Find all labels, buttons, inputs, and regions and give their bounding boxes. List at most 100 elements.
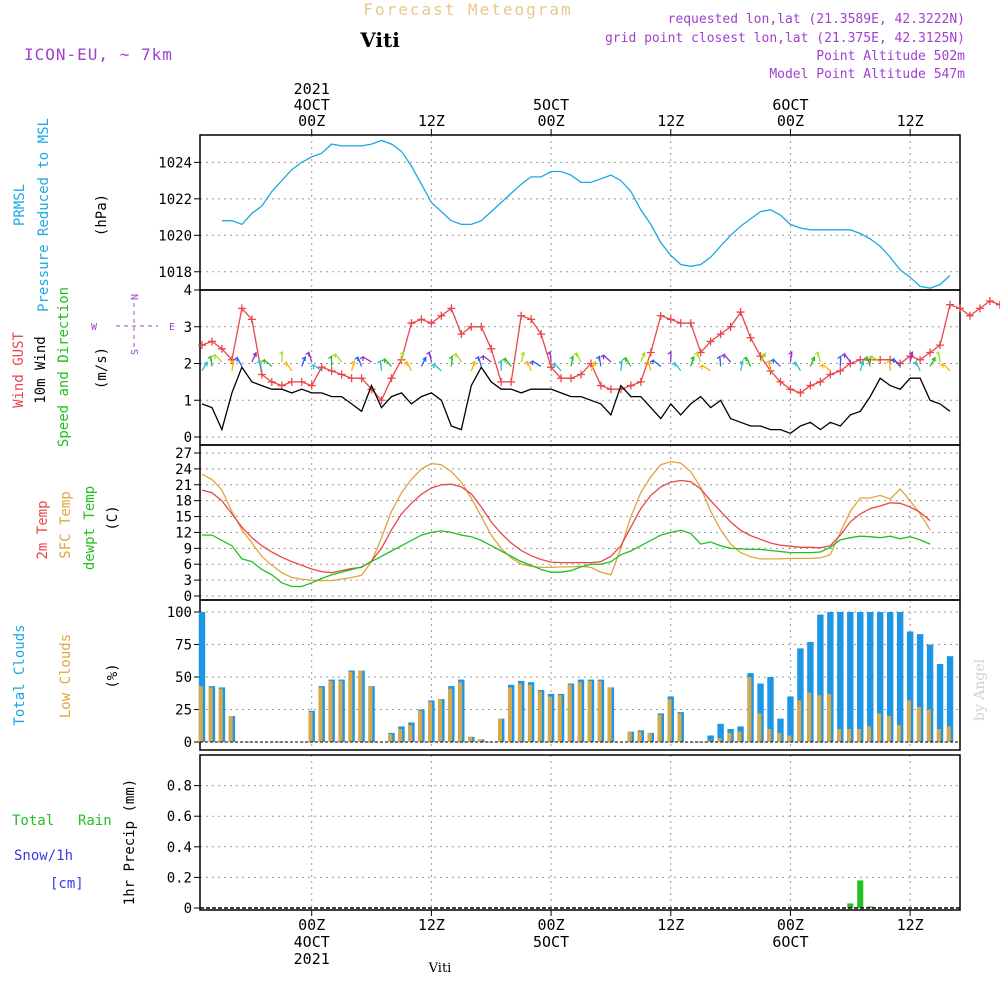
gust-marker — [606, 385, 615, 394]
ytick-label: 15 — [175, 510, 192, 526]
low-cloud-bar — [936, 729, 941, 742]
total-cloud-bar — [837, 612, 844, 742]
requested-lonlat: requested lon,lat (21.3589E, 42.3222N) — [668, 12, 965, 27]
wind-arrow — [332, 352, 343, 363]
gust-marker — [457, 330, 466, 339]
wind-arrow — [819, 363, 831, 372]
low-cloud-bar — [547, 696, 552, 742]
low-cloud-bar — [428, 701, 433, 742]
gust-marker — [985, 297, 994, 306]
pressure-label-msl: Pressure Reduced to MSL — [36, 118, 52, 312]
gust-marker — [207, 337, 216, 346]
wind-arrow — [935, 350, 941, 363]
wind-arrow — [618, 359, 623, 371]
gust-marker — [267, 377, 276, 386]
wind-arrow — [929, 356, 936, 367]
low-cloud-bar — [607, 687, 612, 742]
wind-arrow — [251, 351, 257, 363]
wind-arrow — [693, 351, 702, 363]
low-cloud-bar — [198, 686, 203, 742]
total-cloud-bar — [707, 735, 714, 742]
wind-arrow — [644, 359, 652, 372]
wind-arrow — [448, 355, 453, 367]
total-cloud-bar — [926, 644, 934, 742]
sfc-temp-line — [201, 460, 931, 582]
wind-arrow — [622, 356, 632, 367]
wind-arrow — [420, 356, 427, 367]
gust-marker — [557, 374, 566, 383]
low-cloud-bar — [946, 726, 951, 742]
ytick-label: 100 — [167, 605, 192, 621]
wind-arrow — [529, 359, 542, 367]
bottom-tick-label: 12Z — [418, 916, 445, 934]
wind-panel: 0 1 2 3 4 — [184, 283, 1000, 446]
compass-s: S — [130, 349, 141, 355]
gust-marker — [936, 341, 945, 350]
low-cloud-bar — [507, 687, 512, 742]
gust-marker — [676, 319, 685, 328]
total-cloud-bar — [867, 612, 874, 742]
ytick-label: 2 — [184, 357, 192, 373]
gust-marker — [836, 366, 845, 375]
gust-marker — [856, 355, 865, 364]
low-cloud-bar — [906, 700, 911, 742]
wind-arrow — [909, 351, 914, 363]
gust-marker — [656, 311, 665, 320]
pressure-label-unit: (hPa) — [94, 194, 110, 236]
wind-arrow — [671, 361, 682, 372]
top-tick-label: 12Z — [418, 112, 445, 130]
wind-arrow — [256, 359, 263, 371]
low-cloud-bar — [328, 680, 333, 742]
compass-w: W — [91, 322, 98, 333]
wind-arrow — [739, 359, 744, 371]
low-cloud-bar — [797, 700, 802, 742]
low-cloud-bar — [318, 687, 323, 742]
low-cloud-bar — [857, 729, 862, 742]
wind-arrow — [470, 360, 476, 372]
wind-arrow — [649, 359, 662, 367]
bottom-tick-label: 6OCT — [772, 933, 808, 951]
gust-marker — [427, 319, 436, 328]
wind-arrow — [354, 355, 363, 367]
gust-marker — [487, 344, 496, 353]
ytick-label: 25 — [175, 703, 192, 719]
low-cloud-bar — [208, 687, 213, 742]
wind-arrow — [939, 362, 951, 372]
low-cloud-bar — [647, 732, 652, 742]
low-cloud-bar — [707, 740, 712, 742]
ytick-label: 4 — [184, 283, 192, 299]
wind-arrow — [837, 355, 842, 367]
gust-marker — [357, 374, 366, 383]
wind-arrow — [600, 353, 612, 363]
model-altitude: Model Point Altitude 547m — [769, 67, 965, 82]
bottom-tick-label: 12Z — [657, 916, 684, 934]
gust-marker — [716, 330, 725, 339]
gust-marker — [417, 315, 426, 324]
rain-bar — [847, 903, 854, 908]
wind-arrow — [479, 354, 492, 363]
wind-arrow — [359, 355, 372, 363]
gust-marker — [696, 348, 705, 357]
wind-arrow — [720, 353, 732, 363]
wind-arrow — [260, 358, 273, 367]
total-cloud-bar — [847, 612, 854, 742]
top-tick-label: 12Z — [897, 112, 924, 130]
wind-arrow — [475, 355, 482, 367]
top-tick-label: 00Z — [777, 112, 804, 130]
low-cloud-bar — [677, 713, 682, 742]
total-cloud-bar — [827, 612, 834, 742]
bottom-tick-label: 00Z — [298, 916, 325, 934]
panel-frame — [199, 444, 961, 601]
temp-label-unit: (C) — [105, 505, 121, 530]
wind-arrow — [809, 356, 815, 367]
low-cloud-bar — [308, 712, 313, 742]
precip-panel: 0 0.2 0.4 0.6 0.8 — [167, 754, 961, 917]
top-tick-label: 00Z — [538, 112, 565, 130]
gust-marker — [846, 359, 855, 368]
low-cloud-bar — [557, 695, 562, 742]
total-cloud-bar — [877, 612, 884, 742]
wind-arrow — [230, 359, 235, 371]
ytick-label: 27 — [175, 446, 192, 462]
total-cloud-bar — [767, 677, 774, 742]
